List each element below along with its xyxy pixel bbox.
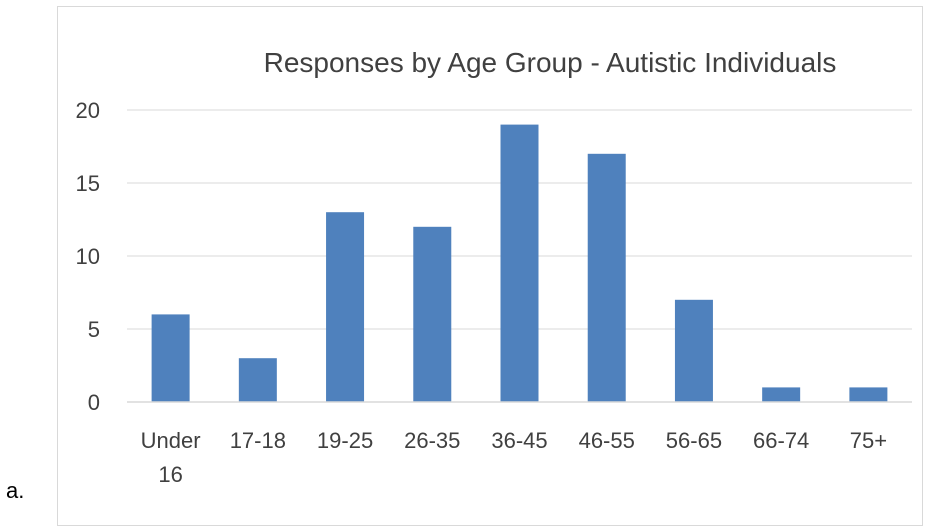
chart-frame	[57, 6, 923, 526]
bars	[151, 124, 888, 402]
bar-46-55	[587, 153, 626, 402]
chart-title: Responses by Age Group - Autistic Indivi…	[264, 47, 837, 78]
x-tick-label-75-: 75+	[850, 428, 887, 453]
y-axis-ticks: 0 5 10 15 20	[76, 98, 100, 415]
x-tick-label-17-18: 17-18	[230, 428, 286, 453]
bar-17-18	[238, 358, 277, 402]
figure-side-label: a.	[6, 478, 25, 503]
x-tick-label-19-25: 19-25	[317, 428, 373, 453]
x-tick-label-under-16: Under 16	[141, 428, 201, 487]
bar-56-65	[674, 299, 713, 402]
x-tick-label-56-65: 56-65	[666, 428, 722, 453]
y-tick-label-0: 0	[88, 390, 100, 415]
y-tick-label-10: 10	[76, 244, 100, 269]
bar-chart: Responses by Age Group - Autistic Indivi…	[76, 47, 912, 487]
y-tick-label-5: 5	[88, 317, 100, 342]
y-tick-label-20: 20	[76, 98, 100, 123]
bar-66-74	[762, 387, 801, 402]
bar-26-35	[413, 226, 452, 402]
x-axis-ticks: Under 16 17-18 19-25 26-35 36-45 46-55 56-65 66-…	[141, 428, 887, 487]
bar-under-16	[151, 314, 190, 402]
bar-19-25	[326, 212, 365, 402]
figure-stage: a. Responses by Age Group - Autistic Ind…	[6, 6, 923, 526]
x-tick-label-46-55: 46-55	[579, 428, 635, 453]
x-tick-label-66-74: 66-74	[753, 428, 809, 453]
bar-36-45	[500, 124, 539, 402]
bar-75-	[849, 387, 888, 402]
y-tick-label-15: 15	[76, 171, 100, 196]
x-tick-label-26-35: 26-35	[404, 428, 460, 453]
x-tick-label-36-45: 36-45	[491, 428, 547, 453]
